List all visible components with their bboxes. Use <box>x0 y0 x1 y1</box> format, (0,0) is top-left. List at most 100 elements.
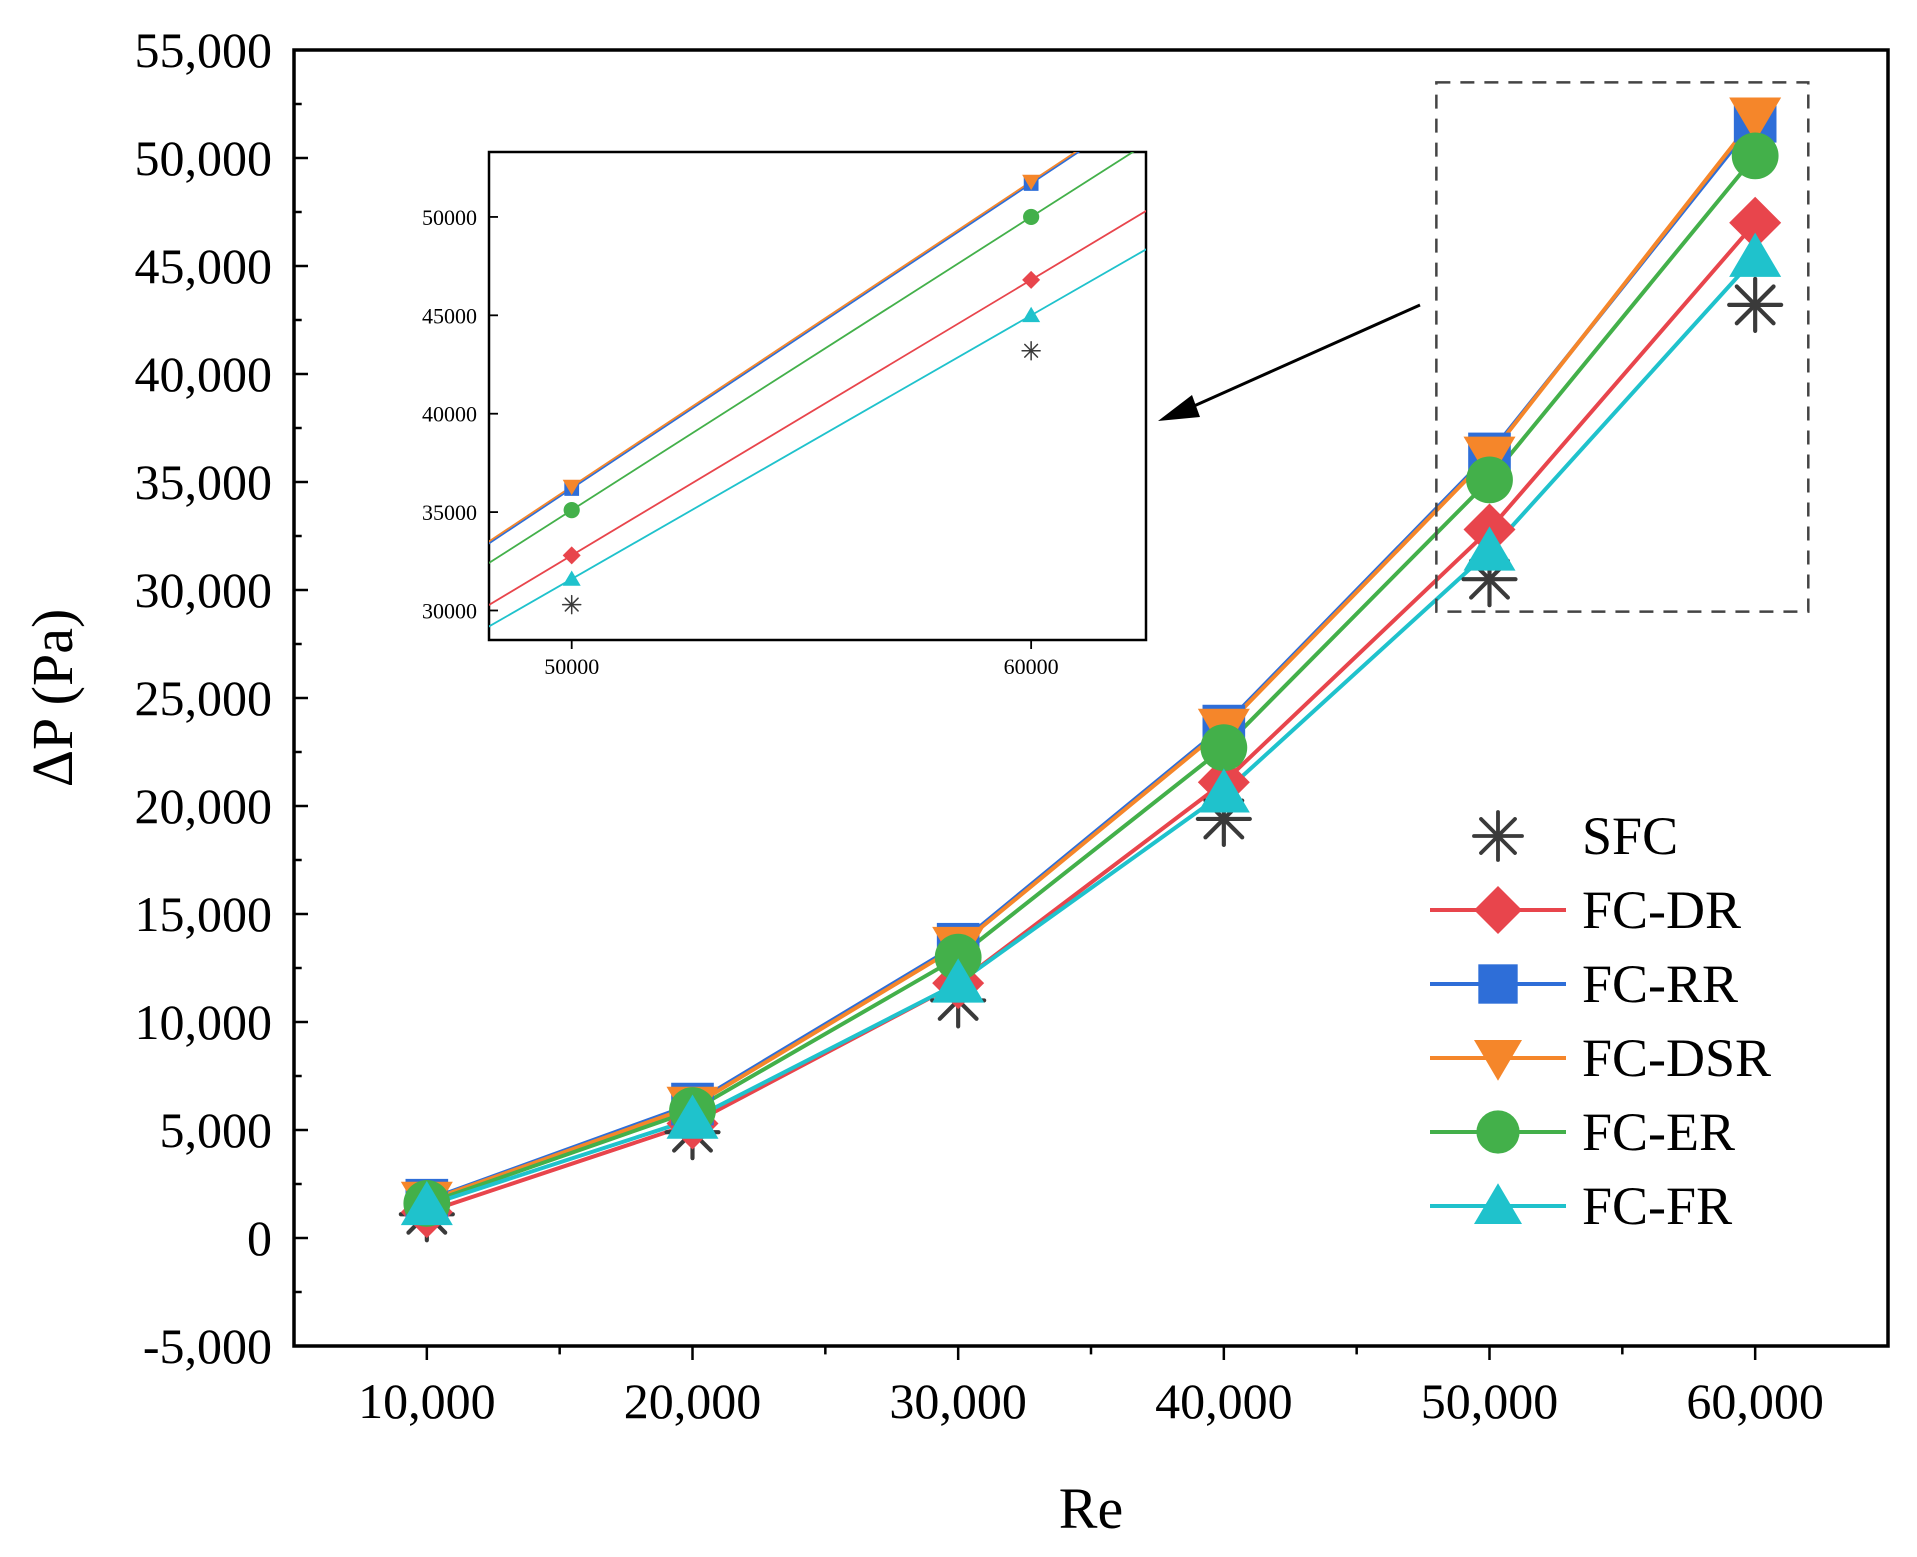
legend-marker-shape <box>1474 1040 1522 1081</box>
main-x-tick-label: 40,000 <box>1155 1373 1293 1429</box>
inset-point-sfc-stroke <box>1024 343 1039 358</box>
legend-marker <box>1474 1040 1522 1081</box>
legend-item-sfc: SFC <box>1472 806 1678 866</box>
legend-marker <box>1478 964 1518 1004</box>
main-x-tick-label: 30,000 <box>889 1373 1027 1429</box>
inset-series-group <box>489 152 1146 628</box>
main-x-axis: 10,000 20,000 30,000 40,000 50,000 60,000 <box>358 1346 1824 1429</box>
zoom-region-box <box>1435 81 1810 613</box>
main-y-tick-label: 15,000 <box>135 886 273 942</box>
inset-series-line-fc-rr <box>489 152 1081 545</box>
main-point-fc-fr-shape <box>1729 232 1782 277</box>
inset-point-fc-fr <box>562 570 581 586</box>
main-x-tick-label: 20,000 <box>624 1373 762 1429</box>
main-y-tick-label: 5,000 <box>160 1102 273 1158</box>
inset-series-line-fc-dsr <box>489 152 1078 543</box>
main-y-axis: -5,000 0 5,000 10,000 15,000 20,000 25,000 30,0… <box>135 22 308 1374</box>
legend-item-fc-dsr: FC-DSR <box>1430 1028 1771 1088</box>
main-point-fc-fr <box>666 1094 719 1139</box>
legend-item-fc-fr: FC-FR <box>1430 1176 1732 1236</box>
main-point-fc-dr <box>1729 196 1782 249</box>
main-point-fc-dsr <box>1729 97 1782 142</box>
main-point-fc-er <box>1731 132 1779 180</box>
main-point-fc-fr-shape <box>400 1180 453 1226</box>
legend-label: FC-DSR <box>1582 1028 1771 1088</box>
legend-label: FC-RR <box>1582 954 1738 1014</box>
legend-marker <box>1472 810 1524 862</box>
main-point-fc-fr <box>932 958 985 1003</box>
inset-point-fc-fr <box>1022 306 1041 323</box>
inset-series-line-fc-er <box>489 152 1135 564</box>
main-y-tick-label: 25,000 <box>135 670 273 726</box>
main-series-line-fc-fr <box>426 256 1757 1208</box>
inset-point-sfc <box>561 594 582 615</box>
zoom-arrow-line <box>1184 303 1421 412</box>
inset-point-fc-fr-shape <box>1022 306 1041 323</box>
main-series-line-fc-dsr <box>426 115 1757 1204</box>
legend-label: FC-DR <box>1582 880 1741 940</box>
inset-y-axis: 30000 35000 40000 45000 50000 <box>422 205 498 623</box>
main-point-fc-er-shape <box>1466 456 1513 504</box>
inset-point-fc-dsr-shape <box>1022 174 1041 191</box>
legend-marker-shape <box>1474 886 1522 934</box>
legend-marker <box>1476 1110 1520 1154</box>
main-point-fc-fr <box>1197 768 1250 813</box>
main-y-tick-label: 10,000 <box>135 994 273 1050</box>
main-point-fc-fr <box>1729 232 1782 277</box>
inset-point-fc-dr <box>1022 270 1041 289</box>
main-point-fc-er <box>1466 456 1513 504</box>
inset-y-tick-label: 30000 <box>422 598 477 623</box>
x-axis-title: Re <box>1059 1476 1123 1541</box>
inset-y-tick-label: 45000 <box>422 303 477 328</box>
inset-point-fc-fr-shape <box>562 570 581 586</box>
main-y-tick-label: 45,000 <box>135 238 273 294</box>
main-y-tick-label: 0 <box>247 1210 272 1266</box>
legend-marker-shape <box>1474 1183 1522 1224</box>
main-x-tick-label: 60,000 <box>1686 1373 1824 1429</box>
main-series-line-fc-er <box>426 154 1757 1206</box>
legend-label: SFC <box>1582 806 1678 866</box>
legend-label: FC-FR <box>1582 1176 1732 1236</box>
inset-point-sfc <box>1021 340 1041 361</box>
inset-x-tick-label: 60000 <box>1004 654 1059 679</box>
main-point-sfc-stroke <box>1734 284 1776 326</box>
inset-point-fc-dr-shape <box>1022 270 1041 289</box>
inset-y-tick-label: 40000 <box>422 402 477 427</box>
y-axis-title: ΔP (Pa) <box>20 609 85 788</box>
main-y-tick-label: 20,000 <box>135 778 273 834</box>
main-point-fc-fr-shape <box>666 1094 719 1139</box>
main-point-fc-fr-shape <box>1197 768 1250 813</box>
inset-y-tick-label: 35000 <box>422 500 477 525</box>
main-x-tick-label: 10,000 <box>358 1373 496 1429</box>
zoom-region-indicator <box>1158 81 1810 613</box>
inset-series-line-fc-dr <box>489 209 1146 607</box>
main-point-fc-er-shape <box>1200 724 1248 772</box>
main-y-tick-label: 50,000 <box>135 130 273 186</box>
main-point-fc-fr <box>400 1180 453 1226</box>
inset-point-fc-dsr <box>562 479 581 496</box>
inset-point-fc-er <box>563 502 580 519</box>
inset-x-axis: 50000 60000 <box>544 640 1059 679</box>
inset-point-fc-er <box>1023 208 1040 226</box>
zoom-arrow-head <box>1158 395 1200 421</box>
main-series-group <box>398 97 1784 1243</box>
main-y-tick-label: 40,000 <box>135 346 273 402</box>
legend-item-fc-er: FC-ER <box>1430 1102 1735 1162</box>
main-point-fc-fr <box>1463 526 1516 571</box>
main-point-fc-dr-shape <box>1729 196 1782 249</box>
main-series-line-fc-dr <box>426 221 1757 1214</box>
main-point-fc-dsr-shape <box>1729 97 1782 142</box>
main-point-sfc <box>1727 276 1784 333</box>
main-point-fc-er-shape <box>934 933 982 981</box>
legend-item-fc-dr: FC-DR <box>1430 880 1741 940</box>
main-y-tick-label: 55,000 <box>135 22 273 78</box>
main-point-fc-er <box>1200 724 1248 772</box>
inset-point-fc-dr-shape <box>562 546 581 565</box>
legend-marker-shape <box>1476 1110 1520 1154</box>
inset-chart: 30000 35000 40000 45000 50000 50000 60000 <box>422 150 1148 679</box>
inset-series-line-fc-fr <box>489 248 1146 628</box>
legend-marker <box>1474 1183 1522 1224</box>
inset-point-fc-dsr-shape <box>562 479 581 496</box>
inset-y-tick-label: 50000 <box>422 205 477 230</box>
